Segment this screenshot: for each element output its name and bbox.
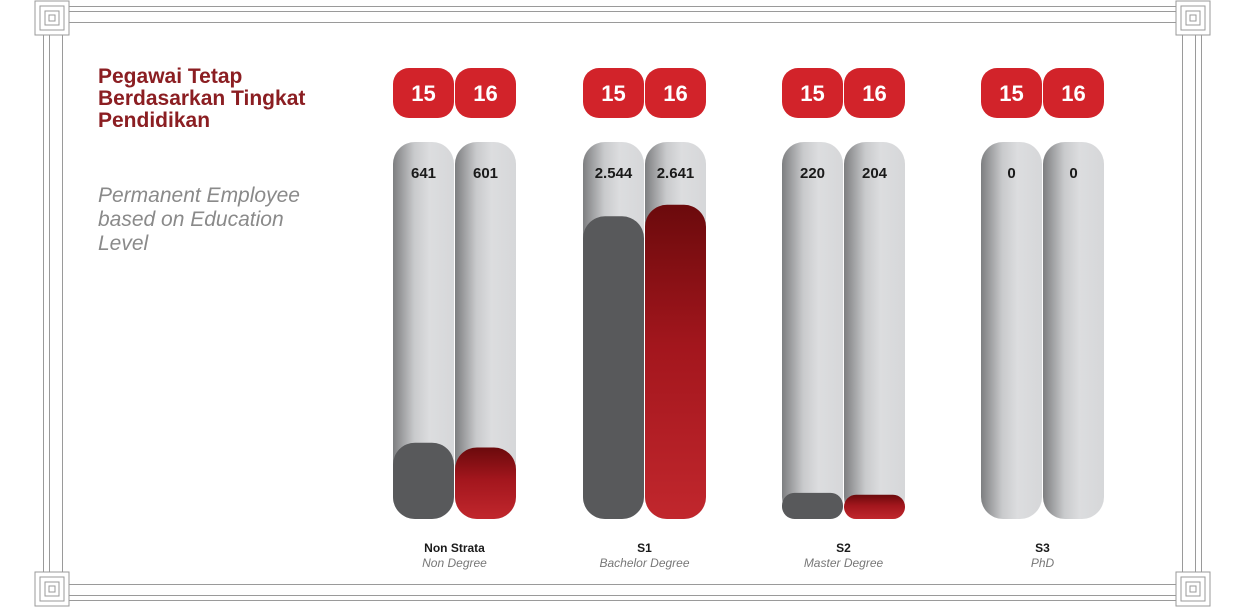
bar-2015: [583, 216, 644, 519]
bar-track: [455, 142, 516, 519]
category-sublabel: PhD: [1031, 556, 1055, 570]
bar-track: [981, 142, 1042, 519]
frame-corner-ornament-icon: [1175, 0, 1211, 36]
decorative-frame-outer: [43, 6, 1202, 601]
bar-track: [844, 142, 905, 519]
decorative-frame-middle: [49, 11, 1196, 596]
category-label: S1: [637, 541, 652, 555]
series-badge: [583, 68, 644, 118]
bar-value-label: 204: [862, 165, 888, 182]
frame-corner-ornament-icon: [1175, 571, 1211, 607]
category-sublabel: Non Degree: [422, 556, 487, 570]
bar-value-label: 0: [1069, 165, 1077, 182]
bar-value-label: 2.641: [657, 165, 695, 182]
bar-track: [1043, 142, 1104, 519]
series-badge: [782, 68, 843, 118]
chart-subtitle: Permanent Employee based on Education Le…: [98, 184, 300, 255]
category-label: Non Strata: [424, 541, 485, 555]
series-badge: [844, 68, 905, 118]
series-badge-label: 16: [862, 81, 886, 106]
category-sublabel: Bachelor Degree: [599, 556, 689, 570]
series-badge-label: 15: [601, 81, 625, 106]
series-badge-label: 16: [1061, 81, 1085, 106]
category-sublabel: Master Degree: [804, 556, 884, 570]
bar-2015: [393, 442, 454, 519]
series-badge: [1043, 68, 1104, 118]
series-badge-label: 15: [411, 81, 435, 106]
bar-value-label: 2.544: [595, 165, 633, 182]
series-badge-label: 16: [663, 81, 687, 106]
series-badge: [645, 68, 706, 118]
series-badge: [981, 68, 1042, 118]
category-label: S3: [1035, 541, 1050, 555]
series-badge-label: 16: [473, 81, 497, 106]
bar-track: [393, 142, 454, 519]
category-label: S2: [836, 541, 851, 555]
bar-2016: [645, 204, 706, 520]
bar-value-label: 0: [1007, 165, 1015, 182]
series-badge: [393, 68, 454, 118]
decorative-frame-inner: [62, 22, 1183, 585]
series-badge-label: 15: [999, 81, 1023, 106]
bar-value-label: 641: [411, 165, 436, 182]
bar-value-label: 601: [473, 165, 498, 182]
frame-corner-ornament-icon: [34, 0, 70, 36]
bar-2016: [455, 447, 516, 519]
bar-2015: [782, 492, 843, 519]
series-badge-label: 15: [800, 81, 824, 106]
frame-corner-ornament-icon: [34, 571, 70, 607]
bar-value-label: 220: [800, 165, 825, 182]
series-badge: [455, 68, 516, 118]
chart-title: Pegawai Tetap Berdasarkan Tingkat Pendid…: [98, 65, 306, 132]
bar-track: [782, 142, 843, 519]
bar-2016: [844, 494, 905, 519]
